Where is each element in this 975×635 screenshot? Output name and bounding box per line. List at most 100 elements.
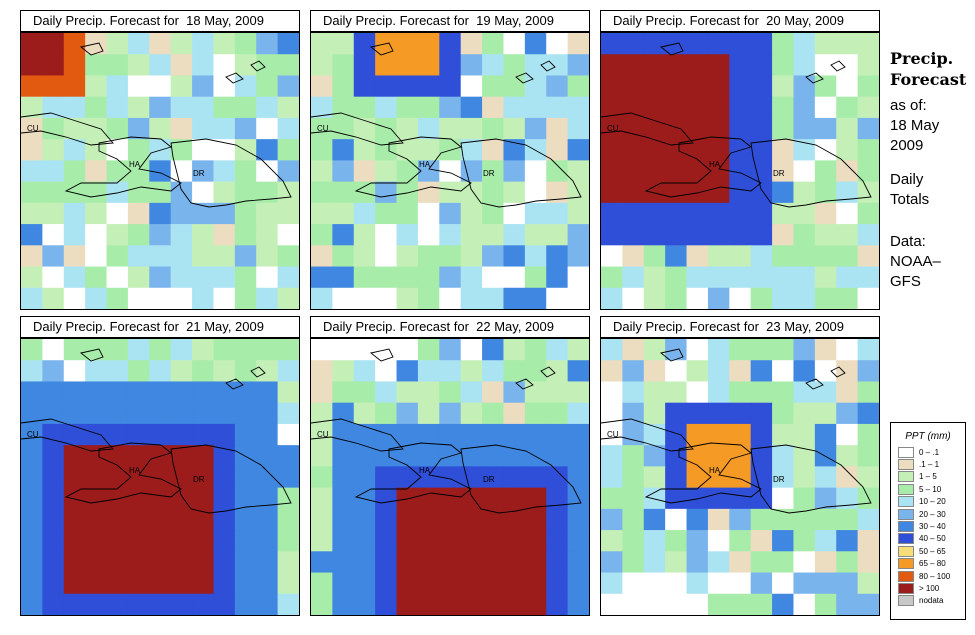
precip-cell bbox=[439, 266, 462, 289]
precip-cell bbox=[213, 402, 236, 425]
precip-cell bbox=[106, 572, 129, 595]
precip-cell bbox=[439, 572, 462, 595]
precip-cell bbox=[311, 75, 333, 98]
precip-cell bbox=[814, 266, 837, 289]
precip-cell bbox=[170, 224, 193, 246]
precip-cell bbox=[793, 402, 816, 425]
precip-cell bbox=[567, 224, 589, 246]
precip-cell bbox=[353, 445, 376, 467]
precip-cell bbox=[192, 117, 215, 140]
precip-cell bbox=[686, 360, 709, 383]
precip-cell bbox=[311, 181, 333, 204]
precip-cell bbox=[106, 160, 129, 183]
precip-cell bbox=[375, 181, 398, 204]
precip-cell bbox=[42, 181, 65, 204]
legend-label: 65 – 80 bbox=[919, 559, 946, 569]
precip-cell bbox=[836, 466, 859, 489]
precip-cell bbox=[127, 245, 150, 268]
precip-cell bbox=[546, 96, 569, 119]
precip-cell bbox=[63, 96, 86, 119]
precip-cell bbox=[42, 160, 65, 183]
map-panel-2: CU HA DR bbox=[310, 32, 590, 310]
coastline bbox=[354, 442, 472, 504]
precip-cell bbox=[601, 96, 623, 119]
precip-cell bbox=[85, 202, 108, 225]
side-asof: as of: bbox=[890, 97, 927, 114]
precip-cell bbox=[814, 487, 837, 510]
precip-cell bbox=[192, 287, 215, 309]
precip-cell bbox=[149, 266, 172, 289]
precip-cell bbox=[85, 508, 108, 531]
precip-cell bbox=[192, 551, 215, 574]
legend-item: 80 – 100 bbox=[891, 570, 965, 582]
precip-cell bbox=[546, 117, 569, 140]
precip-cell bbox=[707, 572, 730, 595]
precip-cell bbox=[332, 224, 355, 246]
panel-title-1: Daily Precip. Forecast for 18 May, 2009 bbox=[20, 10, 300, 32]
precip-cell bbox=[332, 245, 355, 268]
precip-cell bbox=[482, 402, 505, 425]
map-label-cuba: CU bbox=[27, 430, 39, 439]
precip-cell bbox=[836, 33, 859, 55]
precip-cell bbox=[170, 245, 193, 268]
precip-cell bbox=[857, 593, 879, 615]
precip-cell bbox=[311, 139, 333, 161]
precip-cell bbox=[524, 245, 547, 268]
precip-cell bbox=[256, 139, 279, 161]
precip-cell bbox=[729, 360, 752, 383]
precip-cell bbox=[417, 487, 440, 510]
precip-cell bbox=[836, 75, 859, 98]
precip-cell bbox=[85, 572, 108, 595]
precip-cell bbox=[85, 530, 108, 552]
precip-cell bbox=[460, 402, 483, 425]
precip-cell bbox=[622, 360, 645, 383]
precip-cell bbox=[643, 339, 666, 361]
precip-cell bbox=[524, 466, 547, 489]
precip-cell bbox=[106, 139, 129, 161]
precip-cell bbox=[729, 381, 752, 404]
precip-cell bbox=[106, 445, 129, 467]
precip-cell bbox=[127, 508, 150, 531]
precip-cell bbox=[707, 96, 730, 119]
precip-cell bbox=[439, 202, 462, 225]
precip-cell bbox=[396, 75, 419, 98]
precip-cell bbox=[63, 593, 86, 615]
precip-cell bbox=[332, 572, 355, 595]
precip-cell bbox=[192, 487, 215, 510]
precip-cell bbox=[857, 33, 879, 55]
precip-cell bbox=[503, 339, 526, 361]
map-label-dr: DR bbox=[773, 169, 785, 178]
precip-cell bbox=[567, 139, 589, 161]
precip-cell bbox=[622, 202, 645, 225]
precip-cell bbox=[567, 160, 589, 183]
precip-cell bbox=[106, 96, 129, 119]
precip-cell bbox=[546, 224, 569, 246]
precip-cell bbox=[622, 572, 645, 595]
precip-cell bbox=[729, 593, 752, 615]
precip-cell bbox=[836, 445, 859, 467]
precip-cell bbox=[524, 160, 547, 183]
precip-cell bbox=[311, 487, 333, 510]
precip-cell bbox=[814, 381, 837, 404]
precip-cell bbox=[665, 423, 688, 446]
precip-cell bbox=[772, 339, 795, 361]
precip-cell bbox=[277, 423, 299, 446]
precip-cell bbox=[439, 96, 462, 119]
precip-cell bbox=[622, 423, 645, 446]
precip-cell bbox=[643, 75, 666, 98]
precip-cell bbox=[836, 381, 859, 404]
precip-cell bbox=[622, 266, 645, 289]
precip-cell bbox=[417, 117, 440, 140]
precip-cell bbox=[21, 160, 43, 183]
precip-cell bbox=[772, 593, 795, 615]
precip-cell bbox=[311, 117, 333, 140]
precip-cell bbox=[149, 33, 172, 55]
legend-item: 20 – 30 bbox=[891, 508, 965, 520]
precip-cell bbox=[63, 266, 86, 289]
precip-cell bbox=[857, 160, 879, 183]
precip-cell bbox=[375, 360, 398, 383]
coastline bbox=[659, 42, 684, 56]
precip-cell bbox=[814, 202, 837, 225]
precip-cell bbox=[707, 287, 730, 309]
precip-cell bbox=[311, 339, 333, 361]
